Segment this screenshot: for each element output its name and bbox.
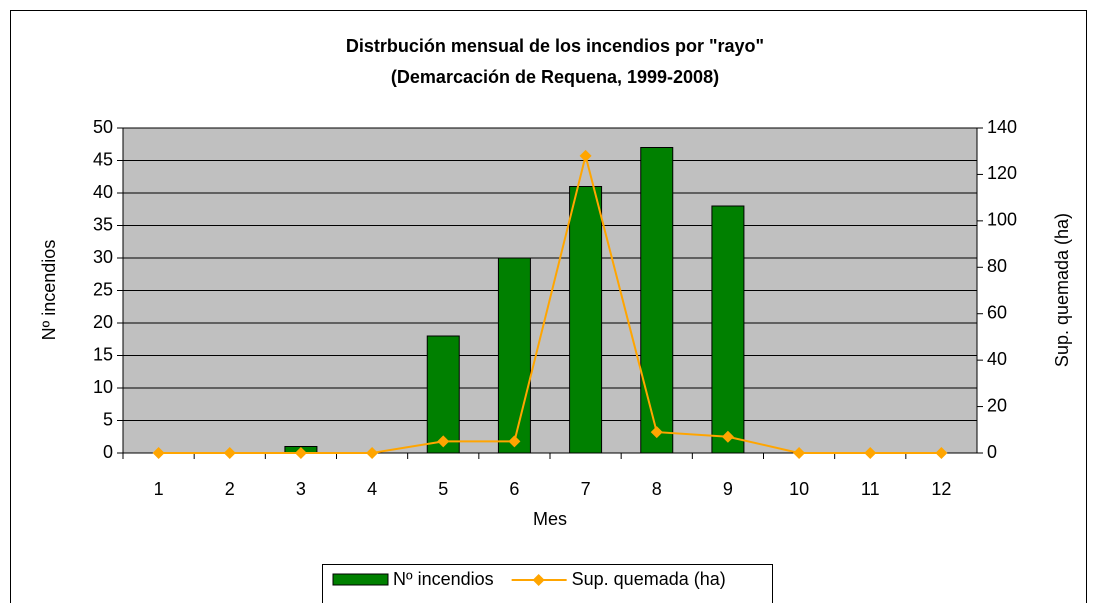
y-tick-label: 25	[93, 279, 113, 299]
y-axis-label: Nº incendios	[39, 240, 59, 341]
y-tick-label: 20	[93, 312, 113, 332]
y-tick-label: 35	[93, 214, 113, 234]
y2-tick-label: 40	[987, 349, 1007, 369]
x-tick-label: 9	[723, 479, 733, 499]
y-tick-label: 5	[103, 409, 113, 429]
y2-tick-label: 120	[987, 163, 1017, 183]
y-tick-label: 50	[93, 117, 113, 137]
y2-tick-label: 140	[987, 117, 1017, 137]
x-tick-label: 12	[931, 479, 951, 499]
x-tick-label: 5	[438, 479, 448, 499]
line-marker	[721, 430, 734, 443]
line-marker	[935, 447, 948, 459]
legend-box	[322, 564, 773, 603]
x-tick-label: 11	[861, 479, 880, 499]
y2-tick-label: 20	[987, 395, 1007, 415]
line-marker	[223, 447, 236, 459]
line	[158, 155, 942, 454]
bar	[640, 147, 674, 454]
x-tick-label: 3	[296, 479, 306, 499]
y2-axis-label: Sup. quemada (ha)	[1052, 213, 1072, 367]
line-marker	[294, 447, 307, 459]
y2-tick-label: 80	[987, 256, 1007, 276]
line-marker	[864, 447, 877, 459]
bar	[426, 335, 460, 454]
x-tick-label: 10	[789, 479, 809, 499]
line-marker	[579, 149, 592, 162]
y-tick-label: 30	[93, 247, 113, 267]
y-tick-label: 15	[93, 344, 113, 364]
line-marker	[366, 447, 379, 459]
x-tick-label: 8	[652, 479, 662, 499]
x-tick-label: 1	[154, 479, 164, 499]
bar	[497, 257, 531, 454]
y-tick-label: 45	[93, 149, 113, 169]
y2-tick-label: 60	[987, 302, 1007, 322]
line-marker	[437, 435, 450, 448]
line-marker	[650, 426, 663, 439]
line-marker	[152, 447, 165, 459]
bar	[569, 186, 603, 454]
legend-swatch	[332, 573, 389, 586]
y-tick-label: 10	[93, 377, 113, 397]
x-tick-label: 7	[581, 479, 591, 499]
legend-label: Sup. quemada (ha)	[572, 569, 726, 589]
chart-title: Distrbución mensual de los incendios por…	[346, 36, 764, 56]
y-tick-label: 0	[103, 442, 113, 462]
line-marker	[508, 435, 521, 448]
x-tick-label: 4	[367, 479, 377, 499]
x-axis-label: Mes	[533, 509, 567, 529]
chart-subtitle: (Demarcación de Requena, 1999-2008)	[391, 67, 719, 87]
bar	[711, 205, 745, 454]
x-tick-label: 6	[509, 479, 519, 499]
y2-tick-label: 100	[987, 210, 1017, 230]
y-tick-label: 40	[93, 182, 113, 202]
x-tick-label: 2	[225, 479, 235, 499]
line-marker	[793, 447, 806, 459]
legend-marker	[532, 574, 545, 586]
y2-tick-label: 0	[987, 442, 997, 462]
legend-label: Nº incendios	[393, 569, 494, 589]
